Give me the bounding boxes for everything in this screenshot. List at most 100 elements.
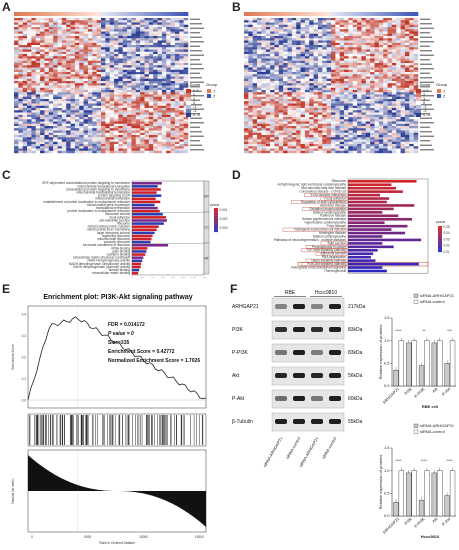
heatmap-cell	[344, 60, 349, 64]
heatmap-cell	[87, 92, 93, 95]
heatmap-cell	[370, 45, 375, 48]
heatmap-cell	[331, 132, 336, 136]
heatmap-cell	[348, 126, 353, 129]
heatmap-cell	[348, 56, 353, 59]
heatmap-cell	[157, 42, 163, 46]
heatmap-cell	[153, 110, 158, 113]
heatmap-cell	[244, 121, 249, 124]
heatmap-cell	[83, 67, 89, 70]
heatmap-cell	[374, 105, 380, 109]
heatmap-cell	[40, 132, 45, 136]
heatmap-cell	[244, 112, 249, 115]
heatmap-cell	[131, 137, 136, 140]
zscore-swatch	[416, 89, 421, 93]
heatmap-cell	[157, 94, 163, 97]
heatmap-cell	[35, 146, 41, 149]
heatmap-cell	[370, 36, 375, 39]
zscore-tick: -1	[423, 104, 427, 109]
heatmap-cell	[101, 99, 106, 102]
heatmap-cell	[278, 92, 284, 95]
heatmap-cell	[335, 121, 340, 124]
heatmap-cell	[274, 130, 279, 133]
heatmap-cell	[179, 54, 184, 57]
heatmap-cell	[105, 81, 110, 84]
heatmap-cell	[274, 137, 279, 140]
heatmap-cell	[322, 42, 327, 46]
heatmap-cell	[274, 54, 279, 57]
heatmap-cell	[131, 49, 136, 52]
heatmap-cell	[365, 105, 371, 109]
heatmap-cell	[118, 130, 123, 133]
heatmap-cell	[53, 119, 58, 122]
heatmap-cell	[309, 105, 314, 109]
heatmap-cell	[114, 29, 119, 32]
heatmap-cell	[57, 141, 63, 145]
heatmap-cell	[144, 132, 150, 136]
heatmap-cell	[265, 87, 271, 91]
heatmap-cell	[74, 47, 80, 50]
heatmap-cell	[344, 105, 349, 109]
heatmap-cell	[170, 130, 176, 133]
heatmap-cell	[74, 126, 80, 129]
heatmap-cell	[313, 58, 319, 61]
heatmap-cell	[105, 126, 110, 129]
gene-label-line	[190, 135, 204, 137]
heatmap-cell	[18, 81, 23, 84]
heatmap-cell	[87, 144, 93, 147]
heatmap-cell	[374, 24, 380, 28]
heatmap-cell	[361, 85, 366, 88]
heatmap-cell	[79, 85, 84, 88]
heatmap-cell	[265, 150, 271, 154]
heatmap-cell	[365, 60, 371, 64]
heatmap-cell	[179, 92, 184, 95]
heatmap-cell	[331, 36, 336, 39]
heatmap-cell	[87, 114, 93, 118]
heatmap-cell	[413, 103, 419, 106]
panel-c: C SRP-dependent cotranslational protein …	[0, 168, 229, 278]
heatmap-cell	[122, 135, 128, 138]
heatmap-cell	[370, 76, 375, 79]
heatmap-cell	[296, 128, 301, 131]
heatmap-cell	[400, 76, 406, 79]
heatmap-cell	[309, 81, 314, 84]
heatmap-cell	[166, 130, 171, 133]
heatmap-cell	[109, 27, 115, 30]
heatmap-cell	[144, 96, 150, 100]
heatmap-cell	[92, 121, 97, 124]
heatmap-cell	[144, 110, 150, 113]
heatmap-cell	[161, 47, 167, 50]
heatmap-cell	[70, 114, 76, 118]
heatmap-cell	[57, 81, 63, 84]
heatmap-cell	[344, 135, 349, 138]
heatmap-cell	[317, 94, 323, 97]
heatmap-cell	[140, 36, 145, 39]
heatmap-cell	[283, 112, 288, 115]
heatmap-cell	[300, 56, 306, 59]
heatmap-cell	[400, 130, 406, 133]
heatmap-cell	[61, 146, 67, 149]
heatmap-cell	[409, 22, 414, 25]
heatmap-cell	[361, 56, 366, 59]
heatmap-cell	[127, 58, 132, 61]
heatmap-cell	[313, 92, 319, 95]
heatmap-cell	[48, 40, 54, 43]
heatmap-cell	[135, 72, 141, 75]
heatmap-cell	[57, 85, 63, 88]
heatmap-cell	[96, 33, 102, 37]
heatmap-cell	[339, 40, 345, 43]
heatmap-cell	[326, 83, 332, 86]
heatmap-cell	[370, 139, 375, 142]
heatmap-cell	[248, 49, 253, 52]
heatmap-cell	[348, 112, 353, 115]
heatmap-cell	[278, 101, 284, 104]
heatmap-cell	[352, 105, 358, 109]
heatmap-cell	[244, 40, 249, 43]
gene-label-line	[420, 63, 432, 65]
zscore-swatch	[186, 109, 191, 113]
heatmap-cell	[27, 126, 32, 129]
heatmap-cell	[287, 74, 293, 77]
heatmap-cell	[31, 128, 36, 131]
heatmap-cell	[166, 128, 171, 131]
heatmap-cell	[291, 63, 297, 66]
heatmap-cell	[265, 112, 271, 115]
